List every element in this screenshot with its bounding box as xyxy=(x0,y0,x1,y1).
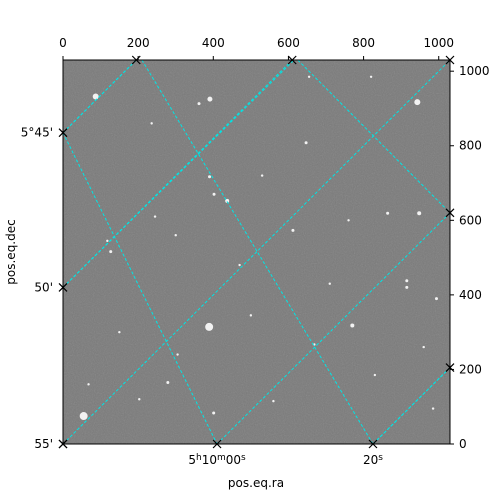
star-30 xyxy=(373,373,377,377)
star-39 xyxy=(422,345,425,349)
star-32 xyxy=(347,219,350,222)
top-tick-label-2: 400 xyxy=(202,36,225,50)
stars-layer xyxy=(79,75,438,421)
x-axis-title: pos.eq.ra xyxy=(228,476,284,490)
star-34 xyxy=(249,314,253,317)
dec-axis-left: 5°45' 50' 55' xyxy=(21,126,68,451)
star-21 xyxy=(150,122,153,125)
pixel-y-axis-right: 0 200 400 600 800 1000 xyxy=(450,64,490,451)
top-tick-label-5: 1000 xyxy=(423,36,454,50)
star-15 xyxy=(434,297,438,301)
star-17 xyxy=(212,192,216,196)
star-26 xyxy=(328,282,331,285)
star-3 xyxy=(414,99,421,106)
star-6 xyxy=(350,323,355,328)
star-5 xyxy=(225,198,230,203)
star-37 xyxy=(176,353,179,356)
image-panel xyxy=(62,59,451,445)
star-25 xyxy=(238,263,241,267)
right-tick-label-1: 200 xyxy=(459,362,482,376)
star-16 xyxy=(208,175,212,179)
dec-tick-1 xyxy=(58,282,68,292)
ra-tick-0 xyxy=(212,439,222,449)
ra-tick-label-0: 5h10m00s xyxy=(188,453,246,467)
star-31 xyxy=(431,407,435,410)
star-11 xyxy=(109,250,113,254)
dec-tick-label-0: 5°45' xyxy=(21,126,53,140)
top-tick-label-3: 600 xyxy=(277,36,300,50)
dec-tick-0 xyxy=(58,128,68,138)
plot-frame xyxy=(62,59,451,445)
star-33 xyxy=(153,215,157,218)
top-tick-label-1: 200 xyxy=(127,36,150,50)
grid-line-5 xyxy=(63,60,137,134)
right-tick-label-3: 600 xyxy=(459,213,482,227)
top-tick-label-4: 800 xyxy=(352,36,375,50)
star-29 xyxy=(272,399,275,403)
top-cross-2 xyxy=(445,55,455,65)
right-tick-label-2: 400 xyxy=(459,288,482,302)
star-12 xyxy=(386,211,390,215)
top-cross-1 xyxy=(287,55,297,65)
ra-tick-1 xyxy=(368,439,378,449)
grid-line-6 xyxy=(63,132,218,444)
star-36 xyxy=(307,75,311,78)
coordinate-grid xyxy=(63,60,450,444)
right-tick-label-4: 800 xyxy=(459,139,482,153)
star-8 xyxy=(304,141,308,145)
right-cross-1 xyxy=(445,363,455,372)
star-35 xyxy=(118,330,121,334)
star-23 xyxy=(260,174,264,177)
ra-tick-label-1: 20s xyxy=(363,453,383,467)
star-9 xyxy=(291,228,295,232)
ra-axis-bottom: 5h10m00s 20s xyxy=(58,55,455,467)
right-cross-0 xyxy=(445,208,455,218)
right-tick-label-0: 0 xyxy=(459,437,467,451)
dec-tick-label-1: 50' xyxy=(34,280,53,294)
star-4 xyxy=(207,96,213,102)
star-19 xyxy=(212,411,216,415)
star-7 xyxy=(417,211,422,216)
star-27 xyxy=(138,398,141,401)
star-2 xyxy=(79,412,88,421)
star-38 xyxy=(369,75,373,78)
grid-line-1 xyxy=(63,60,293,288)
right-tick-label-5: 1000 xyxy=(459,64,490,78)
star-18 xyxy=(166,380,170,384)
star-28 xyxy=(174,234,177,237)
star-0 xyxy=(92,93,99,100)
star-13 xyxy=(405,279,409,283)
grid-line-2 xyxy=(63,60,450,444)
pixel-x-axis-top: 0 200 400 600 800 1000 xyxy=(59,36,454,60)
star-10 xyxy=(197,102,201,106)
grid-line-9 xyxy=(297,60,450,214)
star-20 xyxy=(87,383,90,386)
top-tick-label-0: 0 xyxy=(59,36,67,50)
dec-tick-label-2: 55' xyxy=(34,437,53,451)
star-14 xyxy=(405,285,409,289)
grid-line-10 xyxy=(372,367,450,444)
grid-line-4 xyxy=(372,367,450,444)
top-cross-0 xyxy=(131,55,141,65)
dec-tick-2 xyxy=(58,439,68,449)
y-axis-title: pos.eq.dec xyxy=(4,219,18,284)
grid-line-7 xyxy=(63,60,295,288)
star-1 xyxy=(205,322,214,331)
star-24 xyxy=(106,239,109,243)
